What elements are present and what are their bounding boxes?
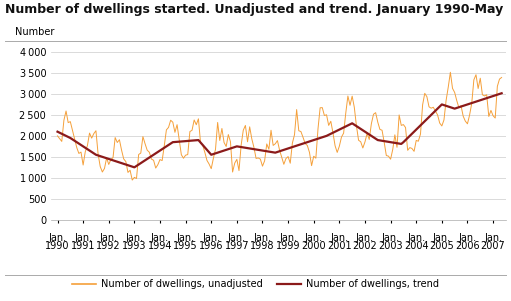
- Text: 1991: 1991: [71, 241, 96, 251]
- Number of dwellings, trend: [373, 137, 379, 141]
- Text: 2007: 2007: [481, 241, 505, 251]
- Text: 2004: 2004: [404, 241, 429, 251]
- Text: Jan.: Jan.: [433, 233, 451, 243]
- Text: 2005: 2005: [429, 241, 454, 251]
- Number of dwellings, trend: [417, 124, 424, 127]
- Text: Number of dwellings started. Unadjusted and trend. January 1990-May  2007: Number of dwellings started. Unadjusted …: [5, 3, 511, 16]
- Legend: Number of dwellings, unadjusted, Number of dwellings, trend: Number of dwellings, unadjusted, Number …: [68, 275, 443, 293]
- Text: 1995: 1995: [173, 241, 198, 251]
- Text: Jan.: Jan.: [100, 233, 118, 243]
- Text: Number: Number: [15, 26, 54, 37]
- Number of dwellings, unadjusted: [67, 120, 74, 123]
- Text: 1994: 1994: [148, 241, 172, 251]
- Text: 2002: 2002: [353, 241, 377, 251]
- Text: 1990: 1990: [45, 241, 70, 251]
- Text: Jan.: Jan.: [177, 233, 195, 243]
- Text: Jan.: Jan.: [305, 233, 323, 243]
- Text: 2003: 2003: [378, 241, 403, 251]
- Number of dwellings, unadjusted: [55, 134, 61, 138]
- Number of dwellings, trend: [362, 130, 368, 134]
- Number of dwellings, unadjusted: [499, 76, 505, 79]
- Text: Jan.: Jan.: [407, 233, 425, 243]
- Text: Jan.: Jan.: [202, 233, 220, 243]
- Number of dwellings, trend: [55, 130, 61, 134]
- Number of dwellings, unadjusted: [362, 140, 368, 144]
- Text: 2000: 2000: [301, 241, 326, 251]
- Text: Jan.: Jan.: [253, 233, 271, 243]
- Text: Jan.: Jan.: [382, 233, 400, 243]
- Text: 1999: 1999: [276, 241, 300, 251]
- Text: 1993: 1993: [122, 241, 147, 251]
- Number of dwellings, unadjusted: [151, 158, 157, 162]
- Number of dwellings, unadjusted: [447, 70, 453, 74]
- Number of dwellings, trend: [215, 151, 221, 154]
- Text: Jan.: Jan.: [330, 233, 349, 243]
- Number of dwellings, unadjusted: [129, 178, 135, 182]
- Number of dwellings, unadjusted: [417, 132, 424, 136]
- Text: 1998: 1998: [250, 241, 275, 251]
- Text: Jan.: Jan.: [49, 233, 66, 243]
- Text: 1992: 1992: [97, 241, 121, 251]
- Text: Jan.: Jan.: [356, 233, 374, 243]
- Text: Jan.: Jan.: [279, 233, 297, 243]
- Number of dwellings, trend: [499, 92, 505, 95]
- Text: 2001: 2001: [327, 241, 352, 251]
- Text: Jan.: Jan.: [228, 233, 246, 243]
- Number of dwellings, trend: [151, 153, 157, 157]
- Line: Number of dwellings, unadjusted: Number of dwellings, unadjusted: [58, 72, 502, 180]
- Line: Number of dwellings, trend: Number of dwellings, trend: [58, 93, 502, 167]
- Number of dwellings, unadjusted: [373, 111, 379, 114]
- Number of dwellings, trend: [131, 166, 137, 169]
- Number of dwellings, trend: [67, 136, 74, 140]
- Text: Jan.: Jan.: [125, 233, 144, 243]
- Text: 1996: 1996: [199, 241, 223, 251]
- Text: 1997: 1997: [224, 241, 249, 251]
- Text: 2006: 2006: [455, 241, 480, 251]
- Number of dwellings, unadjusted: [215, 121, 221, 124]
- Text: Jan.: Jan.: [151, 233, 169, 243]
- Text: Jan.: Jan.: [74, 233, 92, 243]
- Text: Jan.: Jan.: [484, 233, 502, 243]
- Text: Jan.: Jan.: [458, 233, 477, 243]
